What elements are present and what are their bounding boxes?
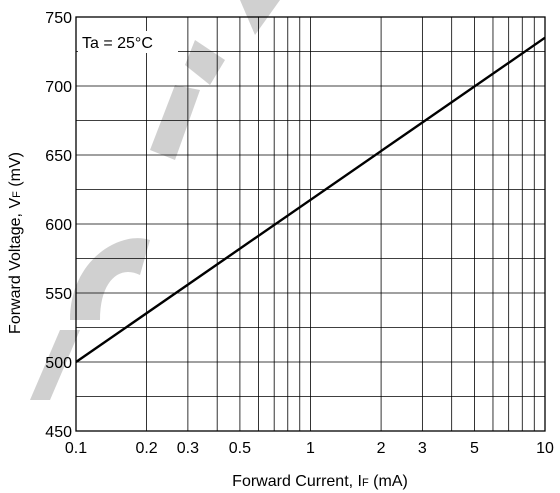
x-tick-label: 0.2 — [135, 440, 157, 457]
y-tick-label: 450 — [45, 424, 72, 441]
y-axis-title: Forward Voltage, VF (mV) — [7, 152, 24, 334]
temperature-annotation: Ta = 25°C — [82, 35, 153, 52]
x-axis-title: Forward Current, IF (mA) — [232, 473, 408, 490]
y-tick-label: 750 — [45, 10, 72, 27]
y-tick-label: 500 — [45, 355, 72, 372]
plot-frame — [75, 16, 546, 432]
grid — [75, 16, 546, 432]
series-layer — [75, 36, 546, 363]
x-tick-label: 10 — [536, 440, 554, 457]
x-tick-label: 2 — [377, 440, 386, 457]
y-tick-label: 650 — [45, 148, 72, 165]
x-tick-label: 0.5 — [229, 440, 251, 457]
y-tick-label: 550 — [45, 286, 72, 303]
series-line — [75, 36, 546, 363]
watermark — [30, 0, 280, 400]
y-tick-label: 700 — [45, 79, 72, 96]
x-tick-label: 0.3 — [177, 440, 199, 457]
x-tick-label: 1 — [306, 440, 315, 457]
y-tick-label: 600 — [45, 217, 72, 234]
x-tick-label: 0.1 — [65, 440, 87, 457]
x-tick-label: 5 — [470, 440, 479, 457]
annotation-box: Ta = 25°C — [78, 31, 178, 53]
x-tick-label: 3 — [418, 440, 427, 457]
tick-labels: 0.1 0.2 0.3 0.5 1 2 3 5 10 450 500 550 600 650 700 750 — [45, 10, 554, 457]
